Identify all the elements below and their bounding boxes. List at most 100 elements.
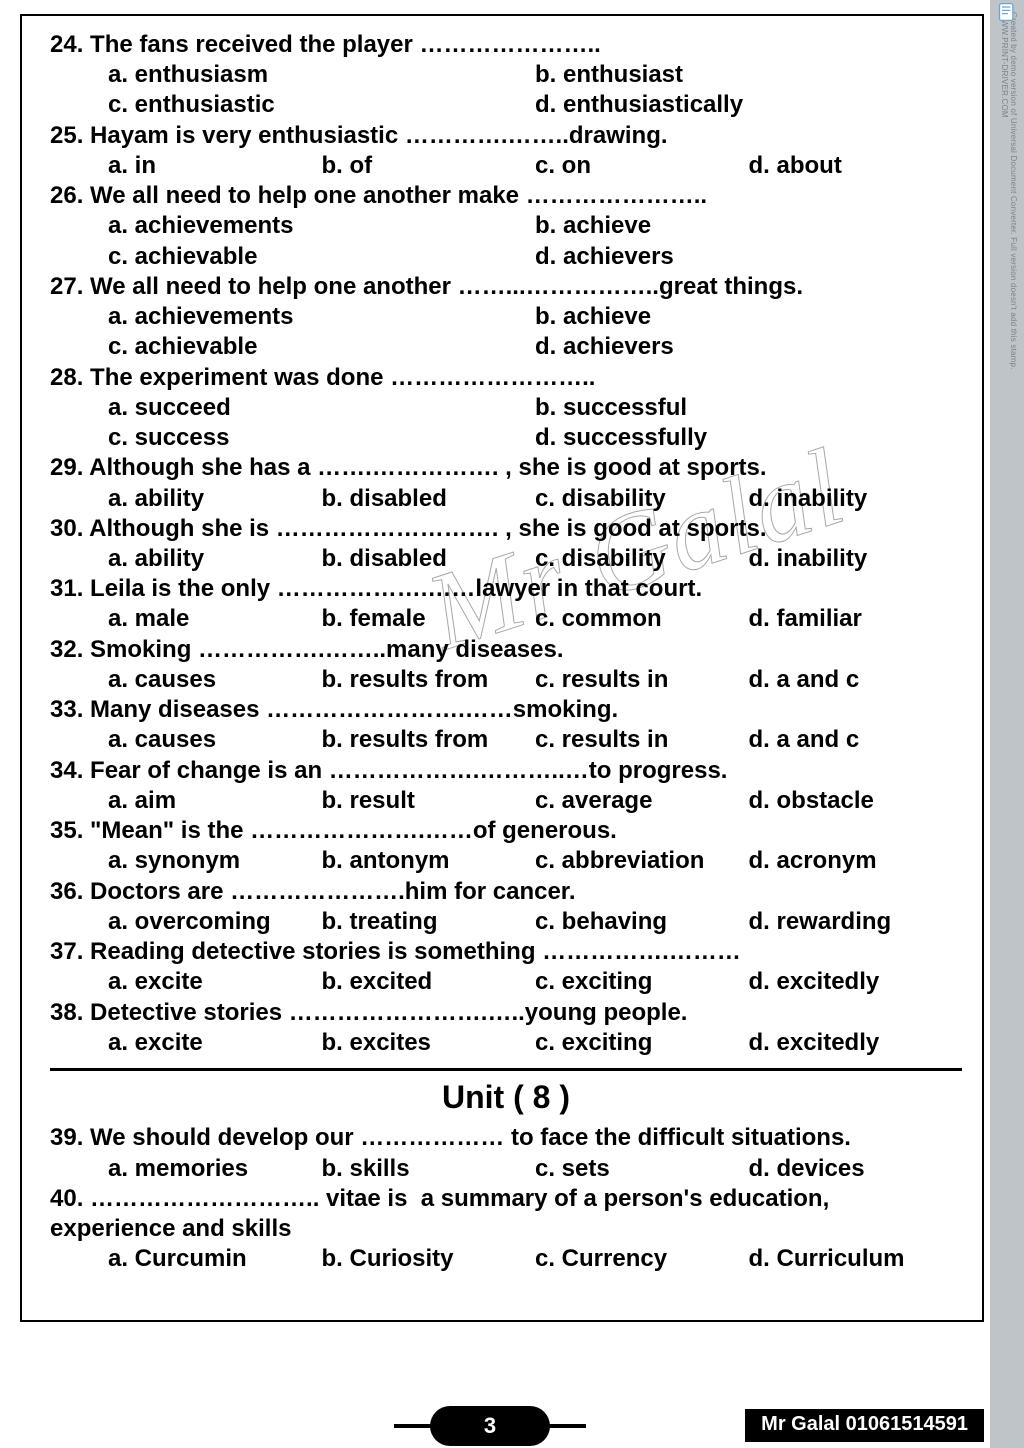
q32-stem: 32. Smoking …………….……..many diseases. [50,635,962,665]
q28-a: a. succeed [108,393,535,423]
vertical-watermark: Created by demo version of Universal Doc… [996,12,1018,372]
question-39: 39. We should develop our ……………… to face… [50,1123,962,1183]
q31-options: a. male b. female c. common d. familiar [50,604,962,634]
q34-c: c. average [535,786,749,816]
question-30: 30. Although she is ………………………. , she is … [50,514,962,574]
question-40: 40. ……………………….. vitae is a summary of a … [50,1184,962,1275]
q40-d: d. Curriculum [749,1244,963,1274]
q40-b: b. Curiosity [322,1244,536,1274]
q29-b: b. disabled [322,484,536,514]
q25-a: a. in [108,151,322,181]
q31-stem: 31. Leila is the only ……………….……lawyer in… [50,574,962,604]
q25-options: a. in b. of c. on d. about [50,151,962,181]
q37-a: a. excite [108,967,322,997]
q33-b: b. results from [322,725,536,755]
q40-a: a. Curcumin [108,1244,322,1274]
q34-options: a. aim b. result c. average d. obstacle [50,786,962,816]
q25-stem: 25. Hayam is very enthusiastic ………….……..… [50,121,962,151]
q30-stem: 30. Although she is ………………………. , she is … [50,514,962,544]
q26-b: b. achieve [535,211,962,241]
question-32: 32. Smoking …………….……..many diseases. a. … [50,635,962,695]
q36-c: c. behaving [535,907,749,937]
q32-d: d. a and c [749,665,963,695]
q28-b: b. successful [535,393,962,423]
q38-a: a. excite [108,1028,322,1058]
q36-a: a. overcoming [108,907,322,937]
unit-title: Unit ( 8 ) [50,1077,962,1117]
q39-options: a. memories b. skills c. sets d. devices [50,1154,962,1184]
question-35: 35. "Mean" is the ………………….……of generous.… [50,816,962,876]
q29-c: c. disability [535,484,749,514]
q27-c: c. achievable [108,332,535,362]
q27-stem: 27. We all need to help one another ……..… [50,272,962,302]
q31-d: d. familiar [749,604,963,634]
q24-c: c. enthusiastic [108,90,535,120]
q28-d: d. successfully [535,423,962,453]
q35-a: a. synonym [108,846,322,876]
q38-c: c. exciting [535,1028,749,1058]
q30-b: b. disabled [322,544,536,574]
q40-stem: 40. ……………………….. vitae is a summary of a … [50,1184,962,1244]
question-37: 37. Reading detective stories is somethi… [50,937,962,997]
question-33: 33. Many diseases …………………….……smoking. a.… [50,695,962,755]
q30-d: d. inability [749,544,963,574]
q31-c: c. common [535,604,749,634]
page: Created by demo version of Universal Doc… [0,0,1024,1448]
q35-options: a. synonym b. antonym c. abbreviation d.… [50,846,962,876]
q24-b: b. enthusiast [535,60,962,90]
q29-d: d. inability [749,484,963,514]
q39-c: c. sets [535,1154,749,1184]
q37-b: b. excited [322,967,536,997]
q30-a: a. ability [108,544,322,574]
q28-c: c. success [108,423,535,453]
q38-options: a. excite b. excites c. exciting d. exci… [50,1028,962,1058]
q29-a: a. ability [108,484,322,514]
q26-options: a. achievements b. achieve c. achievable… [50,211,962,271]
q37-options: a. excite b. excited c. exciting d. exci… [50,967,962,997]
q24-a: a. enthusiasm [108,60,535,90]
q25-d: d. about [749,151,963,181]
q33-d: d. a and c [749,725,963,755]
q37-stem: 37. Reading detective stories is somethi… [50,937,962,967]
question-31: 31. Leila is the only ……………….……lawyer in… [50,574,962,634]
questions-block: 24. The fans received the player …………………… [50,30,962,1274]
question-38: 38. Detective stories …………………….…..young … [50,998,962,1058]
page-number-pill: 3 [430,1406,550,1446]
q37-d: d. excitedly [749,967,963,997]
q34-b: b. result [322,786,536,816]
q38-b: b. excites [322,1028,536,1058]
q38-d: d. excitedly [749,1028,963,1058]
question-25: 25. Hayam is very enthusiastic ………….……..… [50,121,962,181]
q36-d: d. rewarding [749,907,963,937]
q33-options: a. causes b. results from c. results in … [50,725,962,755]
q33-c: c. results in [535,725,749,755]
q26-c: c. achievable [108,242,535,272]
question-24: 24. The fans received the player …………………… [50,30,962,121]
page-number: 3 [484,1413,496,1439]
q35-b: b. antonym [322,846,536,876]
q24-options: a. enthusiasm b. enthusiast c. enthusias… [50,60,962,120]
document-icon [996,2,1018,22]
q26-stem: 26. We all need to help one another make… [50,181,962,211]
question-34: 34. Fear of change is an ……………….………..…to… [50,756,962,816]
q39-stem: 39. We should develop our ……………… to face… [50,1123,962,1153]
q33-stem: 33. Many diseases …………………….……smoking. [50,695,962,725]
q40-options: a. Curcumin b. Curiosity c. Currency d. … [50,1244,962,1274]
q40-c: c. Currency [535,1244,749,1274]
q29-options: a. ability b. disabled c. disability d. … [50,484,962,514]
q33-a: a. causes [108,725,322,755]
q34-a: a. aim [108,786,322,816]
section-divider [50,1068,962,1071]
q32-c: c. results in [535,665,749,695]
content-box: Mr Galal 24. The fans received the playe… [20,14,984,1322]
question-36: 36. Doctors are ………………….him for cancer. … [50,877,962,937]
q28-stem: 28. The experiment was done …………………….. [50,363,962,393]
question-26: 26. We all need to help one another make… [50,181,962,272]
q30-c: c. disability [535,544,749,574]
q35-d: d. acronym [749,846,963,876]
question-27: 27. We all need to help one another ……..… [50,272,962,363]
footer-credit: Mr Galal 01061514591 [745,1409,984,1442]
q39-a: a. memories [108,1154,322,1184]
q27-a: a. achievements [108,302,535,332]
q35-stem: 35. "Mean" is the ………………….……of generous. [50,816,962,846]
